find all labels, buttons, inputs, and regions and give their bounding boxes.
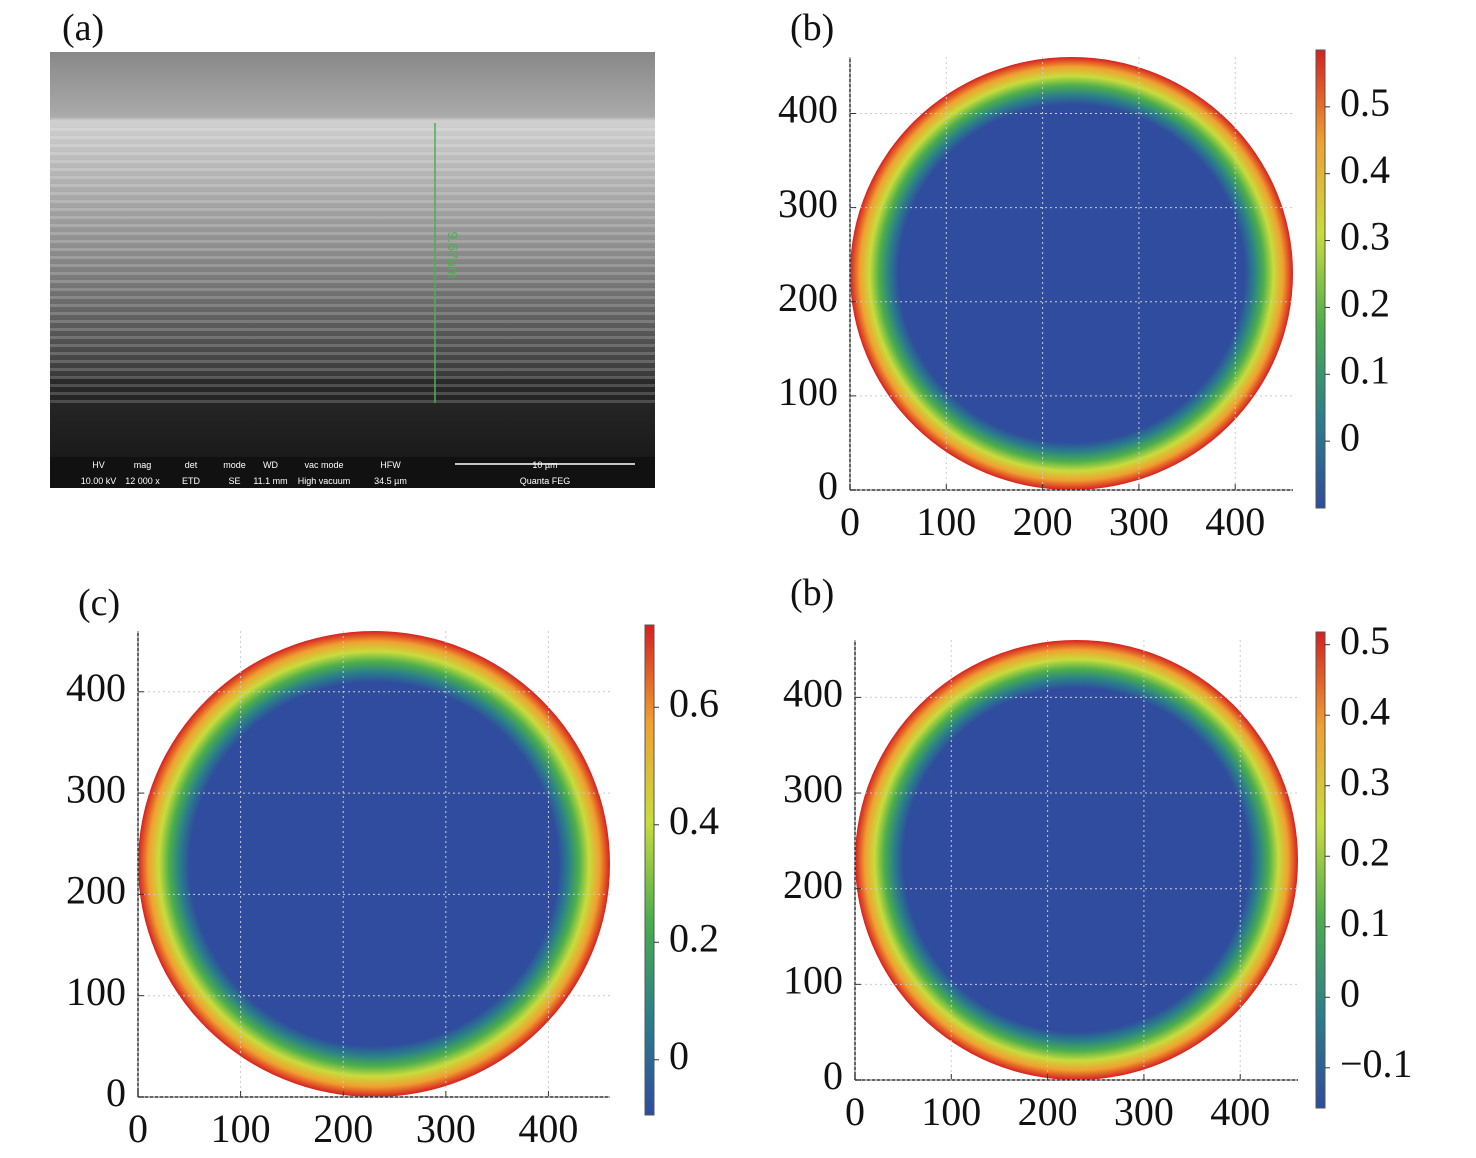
cbar-tick-label: 0.2: [1340, 281, 1390, 326]
y-tick-label: 300: [66, 766, 126, 811]
cbar-tick-label: 0: [1340, 970, 1360, 1015]
y-tick-label: 100: [66, 969, 126, 1014]
y-tick-label: 0: [106, 1070, 126, 1115]
instrument: Quanta FEG: [520, 476, 571, 486]
y-tick-label: 200: [778, 275, 838, 320]
cbar-tick-label: 0.1: [1340, 900, 1390, 945]
y-tick-label: 300: [778, 181, 838, 226]
info-key: WD: [263, 460, 278, 470]
info-key: mode: [223, 460, 246, 470]
cbar-tick-label: 0.6: [669, 680, 719, 725]
x-tick-label: 400: [1210, 1089, 1270, 1134]
cbar-tick-label: 0.3: [1340, 759, 1390, 804]
cbar-tick-label: 0.2: [669, 915, 719, 960]
colorbar: [644, 624, 655, 1116]
x-tick-label: 200: [1018, 1089, 1078, 1134]
sem-image: [50, 52, 655, 488]
y-tick-label: 400: [66, 665, 126, 710]
x-tick-label: 400: [1205, 499, 1265, 544]
info-key: det: [185, 460, 198, 470]
y-tick-label: 200: [783, 862, 843, 907]
cbar-tick-label: 0.2: [1340, 829, 1390, 874]
heatmap-field: [850, 57, 1293, 490]
cbar-tick-label: 0.5: [1340, 80, 1390, 125]
colorbar: [1315, 49, 1326, 509]
cbar-tick-label: 0: [669, 1033, 689, 1078]
measurement: 9.67µm: [445, 232, 461, 279]
cbar-tick-label: 0.5: [1340, 618, 1390, 663]
cbar-tick-label: 0.3: [1340, 214, 1390, 259]
y-tick-label: 0: [818, 463, 838, 508]
panel-label: (b): [790, 572, 834, 614]
info-key: HFW: [380, 460, 401, 470]
x-tick-label: 100: [211, 1106, 271, 1151]
x-tick-label: 0: [845, 1089, 865, 1134]
cbar-tick-label: 0: [1340, 414, 1360, 459]
x-tick-label: 100: [916, 499, 976, 544]
panel-label: (a): [62, 7, 104, 49]
info-value: 10.00 kV: [81, 476, 117, 486]
panel-label: (b): [790, 7, 834, 49]
panel-label: (c): [78, 582, 120, 624]
x-tick-label: 0: [840, 499, 860, 544]
cbar-tick-label: 0.4: [1340, 688, 1390, 733]
x-tick-label: 0: [128, 1106, 148, 1151]
info-value: 12 000 x: [125, 476, 160, 486]
y-tick-label: 100: [778, 369, 838, 414]
y-tick-label: 400: [778, 87, 838, 132]
colorbar: [1315, 631, 1326, 1109]
scale-bar-label: 10 µm: [532, 460, 557, 470]
y-tick-label: 100: [783, 958, 843, 1003]
cbar-tick-label: 0.4: [1340, 147, 1390, 192]
info-value: 34.5 µm: [374, 476, 407, 486]
x-tick-label: 200: [313, 1106, 373, 1151]
cbar-tick-label: 0.1: [1340, 347, 1390, 392]
x-tick-label: 300: [1114, 1089, 1174, 1134]
x-tick-label: 100: [921, 1089, 981, 1134]
info-key: mag: [134, 460, 152, 470]
cbar-tick-label: −0.1: [1340, 1041, 1413, 1086]
cbar-tick-label: 0.4: [669, 798, 719, 843]
heatmap-field: [138, 631, 610, 1097]
x-tick-label: 400: [518, 1106, 578, 1151]
info-key: vac mode: [304, 460, 343, 470]
heatmap-field: [855, 640, 1298, 1080]
y-tick-label: 0: [823, 1053, 843, 1098]
info-value: 11.1 mm: [253, 476, 287, 486]
x-tick-label: 300: [1109, 499, 1169, 544]
info-value: High vacuum: [298, 476, 351, 486]
y-tick-label: 400: [783, 671, 843, 716]
x-tick-label: 300: [416, 1106, 476, 1151]
info-value: SE: [228, 476, 240, 486]
y-tick-label: 200: [66, 868, 126, 913]
x-tick-label: 200: [1013, 499, 1073, 544]
info-value: ETD: [182, 476, 201, 486]
info-key: HV: [92, 460, 105, 470]
y-tick-label: 300: [783, 766, 843, 811]
